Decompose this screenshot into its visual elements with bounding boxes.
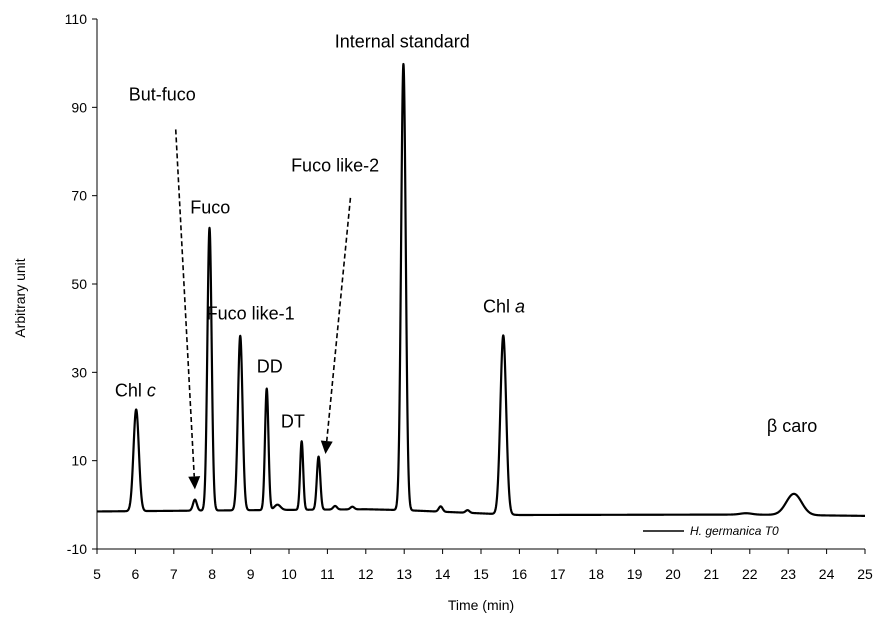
peak-label: But-fuco [129,85,196,105]
x-tick-label: 13 [396,566,412,582]
annotation-arrow-line [174,129,196,477]
y-tick-label: -10 [67,541,87,557]
chromatogram-trace [96,62,866,517]
x-tick-label: 14 [435,566,451,582]
peak-label: β caro [767,416,817,436]
x-tick-label: 11 [320,566,335,582]
peak-label: DT [281,412,305,432]
x-tick-label: 18 [588,566,604,582]
x-tick-label: 24 [819,566,835,582]
y-tick-label: 90 [71,99,87,115]
y-tick-label: 10 [71,453,87,469]
y-tick-label: 30 [71,364,87,380]
x-tick-label: 22 [742,566,758,582]
annotation-layer: Chl c But-fuco Fuco Fuco like-1 DD DT Fuco lik… [115,32,817,490]
peak-label: Chl a [483,297,525,317]
peak-label: Fuco [190,197,230,217]
peak-label: Chl c [115,381,156,401]
x-tick-label: 17 [550,566,566,582]
trace-layer [96,62,866,517]
x-tick-label: 23 [780,566,796,582]
peak-label: Fuco like-1 [207,303,295,323]
legend: H. germanica T0 [643,524,779,538]
annotation-arrowhead [320,440,333,455]
x-tick-label: 5 [93,566,101,582]
legend-label: H. germanica T0 [690,524,779,538]
x-axis-title: Time (min) [448,597,514,613]
peak-label: Fuco like-2 [291,155,379,175]
peak-label: DD [257,356,283,376]
y-tick-label: 50 [71,276,87,292]
annotation-arrow-line [325,197,352,442]
y-axis-title: Arbitrary unit [12,258,28,337]
x-tick-label: 20 [665,566,681,582]
axes: -10 10 30 50 70 90 110 5 6 7 8 9 10 11 12 13 14 15 16 17 18 1… [65,11,873,582]
y-tick-label: 110 [65,11,88,27]
x-tick-label: 21 [704,566,720,582]
x-tick-label: 9 [247,566,255,582]
x-tick-label: 6 [132,566,140,582]
x-tick-label: 7 [170,566,178,582]
annotation-arrowhead [188,476,201,490]
x-tick-label: 12 [358,566,374,582]
x-tick-label: 25 [857,566,873,582]
x-tick-label: 15 [473,566,489,582]
x-tick-label: 8 [208,566,216,582]
y-tick-label: 70 [71,188,87,204]
x-tick-label: 16 [512,566,528,582]
peak-label: Internal standard [335,32,470,52]
x-tick-label: 19 [627,566,643,582]
x-tick-label: 10 [281,566,297,582]
